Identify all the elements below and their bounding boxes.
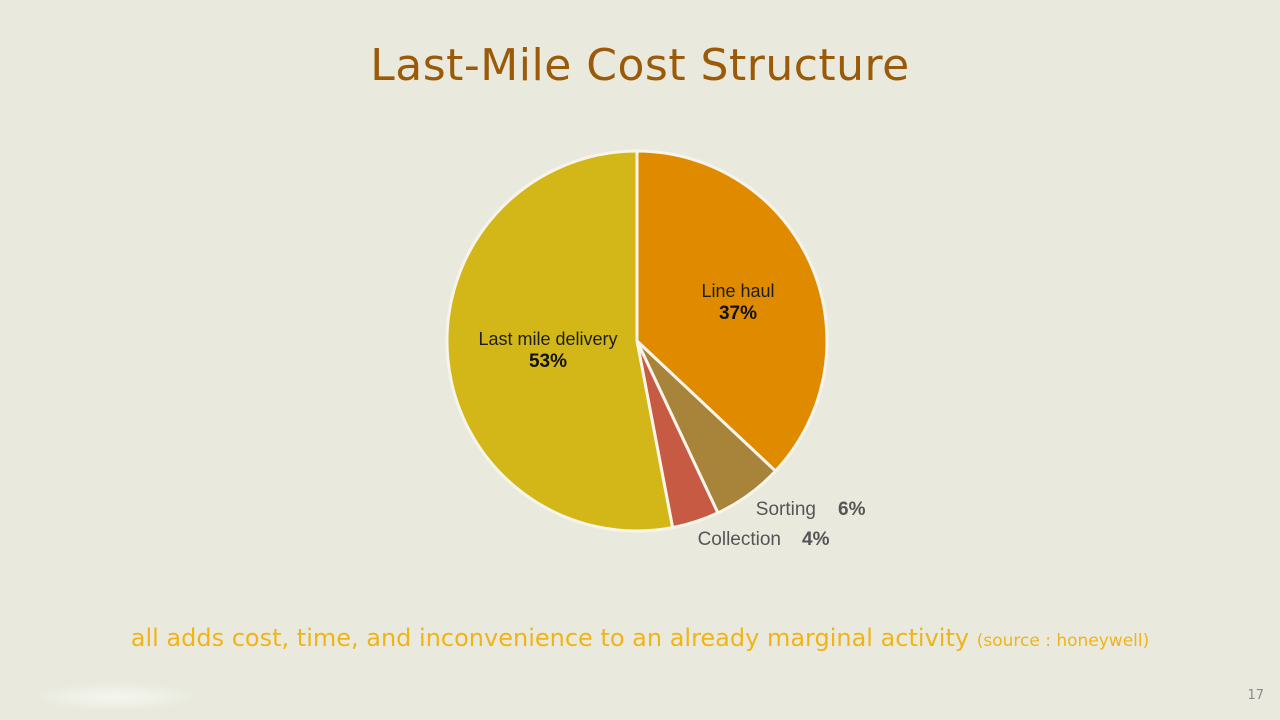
slice-label-last-mile-delivery: Last mile delivery <box>478 329 617 349</box>
slice-label-sorting: Sorting <box>756 499 816 520</box>
slide-title: Last-Mile Cost Structure <box>370 40 910 91</box>
caption: all adds cost, time, and inconvenience t… <box>0 624 1280 652</box>
slice-label-collection: Collection <box>698 529 781 550</box>
slice-value-sorting: 6% <box>838 499 866 520</box>
page-number: 17 <box>1247 688 1264 703</box>
slice-value-collection: 4% <box>802 529 830 550</box>
slice-value-last-mile-delivery: 53% <box>529 351 567 372</box>
decorative-glare <box>30 682 200 712</box>
pie-slice-last-mile-delivery <box>445 149 675 533</box>
caption-main-text: all adds cost, time, and inconvenience t… <box>130 624 970 652</box>
slice-value-line-haul: 37% <box>719 303 757 324</box>
slice-label-line-haul: Line haul <box>701 281 774 301</box>
pie-slice-line-haul <box>635 149 829 473</box>
caption-source: (source : honeywell) <box>976 631 1150 651</box>
